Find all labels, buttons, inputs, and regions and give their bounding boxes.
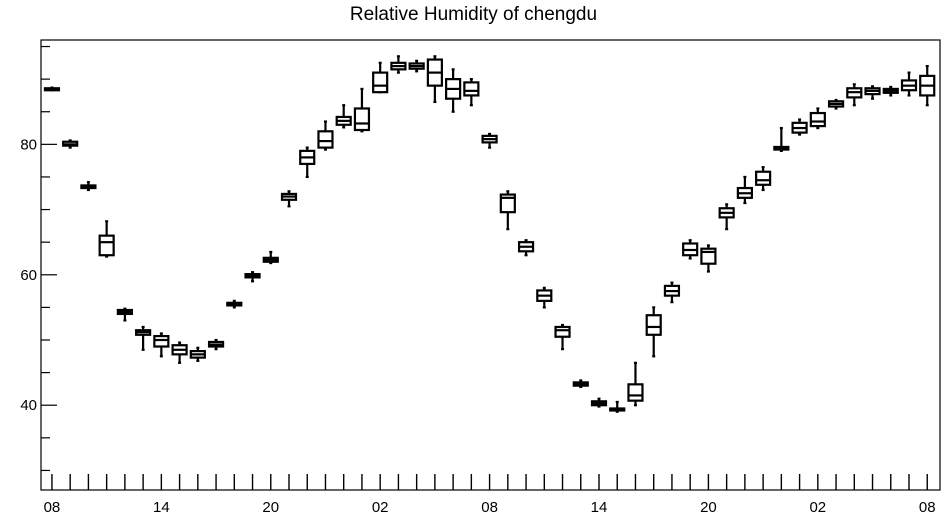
box-body (645, 314, 662, 336)
y-tick-label: 60 (20, 267, 37, 284)
box-18 (372, 61, 389, 94)
box-4 (116, 307, 133, 322)
box-28 (554, 323, 571, 351)
x-tick-label: 14 (591, 499, 608, 516)
box-43 (827, 98, 845, 110)
box-14 (299, 146, 316, 179)
x-tick-label: 02 (372, 499, 389, 516)
x-tick-label: 20 (262, 499, 279, 516)
x-tick-label: 02 (809, 499, 826, 516)
box-37 (718, 203, 735, 231)
box-body (463, 81, 480, 97)
box-20 (408, 59, 425, 73)
box-26 (517, 239, 535, 257)
box-body (153, 334, 170, 348)
box-12 (262, 250, 279, 265)
box-body (809, 111, 826, 128)
box-8 (189, 346, 206, 362)
box-body (554, 325, 571, 338)
box-body (755, 170, 772, 186)
box-1 (62, 139, 79, 149)
box-7 (171, 341, 188, 364)
x-tick-label: 20 (700, 499, 717, 516)
box-0 (43, 86, 61, 92)
box-46 (882, 85, 899, 97)
box-32 (627, 361, 644, 407)
box-38 (736, 175, 753, 205)
box-45 (864, 85, 881, 100)
box-27 (536, 286, 553, 309)
box-36 (700, 244, 717, 273)
box-39 (755, 166, 772, 192)
x-axis: 08 14 20 02 08 14 20 02 08 (44, 474, 936, 516)
box-2 (80, 181, 97, 192)
box-3 (98, 220, 115, 258)
box-6 (153, 332, 170, 358)
box-5 (135, 325, 152, 351)
box-body (353, 107, 371, 132)
y-tick-label: 80 (20, 136, 37, 153)
box-29 (572, 379, 589, 389)
x-tick-label: 08 (919, 499, 936, 516)
box-body (98, 234, 115, 257)
box-body (499, 193, 516, 214)
box-42 (809, 107, 826, 130)
box-body (317, 130, 334, 149)
box-16 (335, 104, 352, 129)
box-40 (773, 126, 790, 152)
x-tick-label: 08 (44, 499, 61, 516)
box-34 (663, 281, 681, 304)
box-21 (426, 55, 443, 104)
box-body (627, 383, 644, 402)
y-axis: 40 60 80 (20, 45, 57, 472)
box-33 (645, 306, 662, 358)
box-11 (244, 271, 261, 283)
box-35 (682, 239, 699, 260)
x-tick-label: 14 (153, 499, 170, 516)
box-48 (919, 64, 936, 107)
x-tick-label: 08 (481, 499, 498, 516)
box-9 (207, 338, 225, 351)
box-25 (499, 190, 516, 231)
box-series (43, 55, 936, 413)
chart-title: Relative Humidity of chengdu (349, 4, 598, 25)
box-15 (317, 120, 334, 151)
box-19 (390, 55, 407, 74)
box-17 (353, 87, 371, 133)
box-22 (445, 68, 462, 113)
box-body (372, 71, 389, 94)
box-31 (609, 400, 626, 413)
box-13 (280, 190, 298, 208)
plot-frame (40, 39, 941, 491)
box-47 (900, 71, 918, 97)
box-30 (590, 397, 608, 408)
y-tick-label: 40 (20, 397, 37, 414)
box-44 (846, 83, 863, 107)
box-24 (481, 132, 498, 149)
box-10 (226, 299, 243, 309)
box-23 (463, 78, 480, 107)
box-41 (791, 118, 808, 136)
